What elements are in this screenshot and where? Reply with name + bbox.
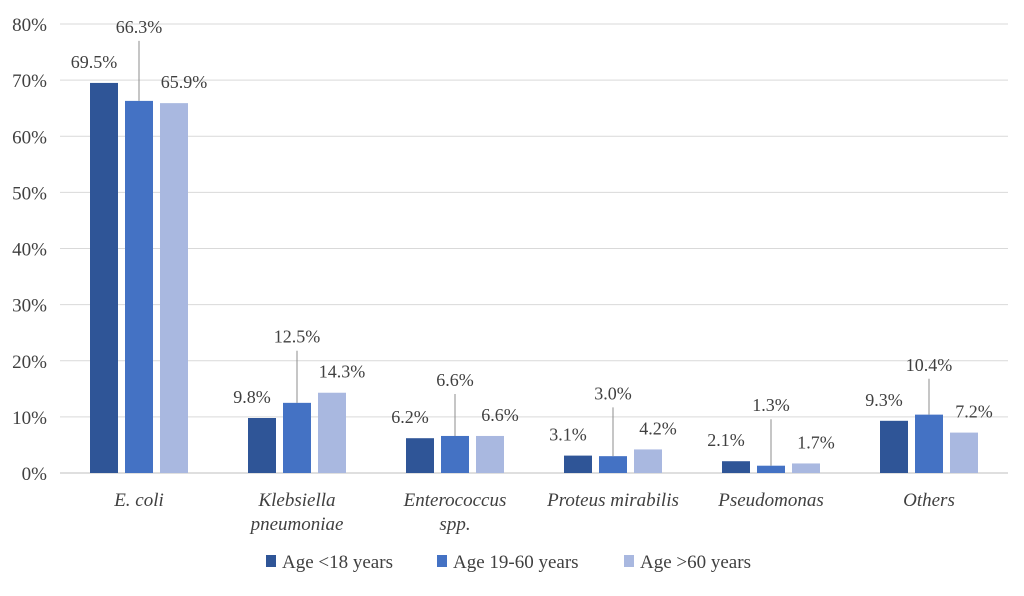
data-label: 2.1% <box>707 430 745 450</box>
bar-age-19-60-years <box>599 456 627 473</box>
bar-age-19-60-years <box>125 100 153 474</box>
x-category-label: Others <box>903 490 955 511</box>
gridlines <box>60 23 1008 474</box>
bar-age-18-years <box>722 461 750 473</box>
bar-age-60-years <box>160 103 188 473</box>
x-axis-categories: E. coli Klebsiella pneumoniae Enterococcus s… <box>113 490 955 535</box>
x-category-label: E. coli <box>113 490 164 511</box>
bar-age-19-60-years <box>915 414 943 473</box>
y-tick-label: 10% <box>12 408 47 429</box>
bar-age-60-years <box>634 449 662 473</box>
legend-label: Age <18 years <box>282 552 393 573</box>
data-label: 1.7% <box>797 432 835 452</box>
data-label: 3.1% <box>549 425 587 445</box>
bar-age-18-years <box>90 82 118 474</box>
data-label: 65.9% <box>161 72 208 92</box>
data-label: 4.2% <box>639 418 677 438</box>
data-label: 6.2% <box>391 407 429 427</box>
bar-age-60-years <box>950 432 978 473</box>
data-label: 10.4% <box>906 355 953 375</box>
bars <box>90 82 978 474</box>
y-tick-label: 80% <box>12 15 47 36</box>
y-tick-label: 70% <box>12 71 47 92</box>
legend-label: Age >60 years <box>640 552 751 573</box>
x-category-label: Klebsiella pneumoniae <box>249 490 344 535</box>
legend-label: Age 19-60 years <box>453 552 579 573</box>
y-axis-ticks: 0% 10% 20% 30% 40% 50% 60% 70% 80% <box>12 15 47 485</box>
data-label: 12.5% <box>274 327 321 347</box>
y-tick-label: 40% <box>12 240 47 261</box>
legend-swatch <box>624 555 634 567</box>
bar-age-19-60-years <box>283 402 311 473</box>
x-category-label: Enterococcus spp. <box>403 490 507 535</box>
bar-age-19-60-years <box>441 435 469 473</box>
data-labels: 69.5% 66.3% 65.9% 9.8% 12.5% 14.3% 6.2% 6.6% 6.6… <box>71 17 993 453</box>
bar-age-19-60-years <box>757 465 785 473</box>
data-label: 14.3% <box>319 362 366 382</box>
y-tick-label: 50% <box>12 183 47 204</box>
data-label: 6.6% <box>481 405 519 425</box>
data-label: 7.2% <box>955 402 993 422</box>
bar-age-18-years <box>564 455 592 473</box>
data-label: 1.3% <box>752 395 790 415</box>
data-label: 6.6% <box>436 370 474 390</box>
data-label: 9.8% <box>233 387 271 407</box>
y-tick-label: 60% <box>12 127 47 148</box>
legend-swatch <box>437 555 447 567</box>
data-label: 3.0% <box>594 383 632 403</box>
bar-age-60-years <box>792 463 820 473</box>
data-label: 9.3% <box>865 390 903 410</box>
bar-age-18-years <box>406 438 434 473</box>
y-tick-label: 30% <box>12 296 47 317</box>
label-leader-lines <box>138 40 930 466</box>
legend: Age <18 years Age 19-60 years Age >60 year… <box>266 552 751 573</box>
y-tick-label: 20% <box>12 352 47 373</box>
bar-age-18-years <box>880 420 908 473</box>
x-category-label: Pseudomonas <box>717 490 824 511</box>
bar-age-18-years <box>248 417 276 473</box>
data-label: 69.5% <box>71 52 118 72</box>
bar-age-60-years <box>476 435 504 473</box>
y-tick-label: 0% <box>22 464 48 485</box>
bar-age-60-years <box>318 392 346 473</box>
x-category-label: Proteus mirabilis <box>546 490 679 511</box>
data-label: 66.3% <box>116 17 163 37</box>
legend-swatch <box>266 555 276 567</box>
